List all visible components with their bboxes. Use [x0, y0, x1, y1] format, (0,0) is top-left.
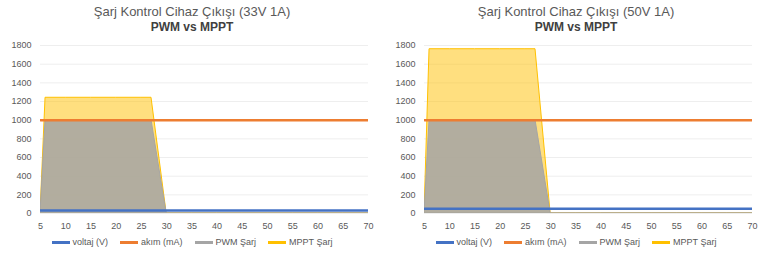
svg-text:25: 25 [520, 221, 530, 231]
svg-text:5: 5 [38, 221, 43, 231]
svg-text:50: 50 [263, 221, 273, 231]
html-text:voltaj (V): voltaj (V) [456, 237, 493, 247]
svg-text:1600: 1600 [395, 59, 415, 69]
svg-text:45: 45 [237, 221, 247, 231]
svg-text:400: 400 [400, 171, 415, 181]
svg-text:1000: 1000 [395, 115, 415, 125]
svg-text:45: 45 [621, 221, 631, 231]
svg-text:70: 70 [747, 221, 757, 231]
svg-text:65: 65 [722, 221, 732, 231]
svg-text:800: 800 [16, 134, 31, 144]
svg-text:30: 30 [162, 221, 172, 231]
svg-text:70: 70 [363, 221, 373, 231]
svg-text:35: 35 [187, 221, 197, 231]
svg-text:0: 0 [410, 208, 415, 218]
svg-text:50: 50 [647, 221, 657, 231]
svg-text:30: 30 [546, 221, 556, 231]
svg-text:1800: 1800 [395, 40, 415, 50]
html-text:PWM vs MPPT: PWM vs MPPT [534, 20, 618, 34]
svg-text:600: 600 [16, 152, 31, 162]
svg-text:60: 60 [313, 221, 323, 231]
html-text:PWM Şarj: PWM Şarj [215, 237, 257, 247]
html-text:akım (mA): akım (mA) [525, 237, 567, 247]
svg-text:60: 60 [697, 221, 707, 231]
svg-text:10: 10 [445, 221, 455, 231]
html-text:MPPT Şarj: MPPT Şarj [673, 237, 717, 247]
svg-text:600: 600 [400, 152, 415, 162]
svg-text:0: 0 [26, 208, 31, 218]
svg-text:5: 5 [422, 221, 427, 231]
html-text:PWM Şarj: PWM Şarj [599, 237, 641, 247]
html-text:PWM vs MPPT: PWM vs MPPT [150, 20, 234, 34]
svg-text:1000: 1000 [11, 115, 31, 125]
svg-text:65: 65 [338, 221, 348, 231]
html-text:Şarj Kontrol Cihaz Çıkışı (50V: Şarj Kontrol Cihaz Çıkışı (50V 1A) [477, 4, 675, 19]
svg-text:1200: 1200 [11, 96, 31, 106]
svg-text:40: 40 [596, 221, 606, 231]
html-text:Şarj Kontrol Cihaz Çıkışı (33V: Şarj Kontrol Cihaz Çıkışı (33V 1A) [93, 4, 291, 19]
html-text:akım (mA): akım (mA) [141, 237, 183, 247]
svg-text:1400: 1400 [11, 78, 31, 88]
svg-text:1600: 1600 [11, 59, 31, 69]
svg-text:1200: 1200 [395, 96, 415, 106]
svg-text:400: 400 [16, 171, 31, 181]
html-text:voltaj (V): voltaj (V) [72, 237, 109, 247]
svg-text:55: 55 [288, 221, 298, 231]
svg-text:35: 35 [571, 221, 581, 231]
svg-text:55: 55 [672, 221, 682, 231]
svg-text:200: 200 [16, 190, 31, 200]
svg-text:15: 15 [470, 221, 480, 231]
svg-text:1800: 1800 [11, 40, 31, 50]
svg-text:20: 20 [111, 221, 121, 231]
svg-text:1400: 1400 [395, 78, 415, 88]
svg-text:20: 20 [495, 221, 505, 231]
svg-text:15: 15 [86, 221, 96, 231]
svg-text:10: 10 [61, 221, 71, 231]
svg-text:200: 200 [400, 190, 415, 200]
svg-text:25: 25 [136, 221, 146, 231]
svg-text:800: 800 [400, 134, 415, 144]
html-text:MPPT Şarj: MPPT Şarj [289, 237, 333, 247]
svg-text:40: 40 [212, 221, 222, 231]
